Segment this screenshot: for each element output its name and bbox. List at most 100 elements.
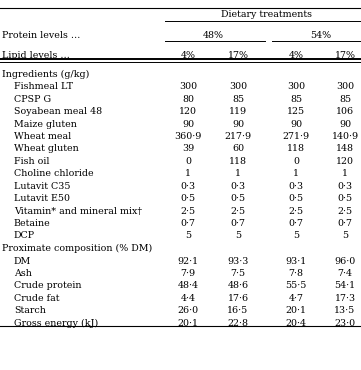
Text: Dietary treatments: Dietary treatments: [221, 10, 312, 19]
Text: 20·1: 20·1: [286, 306, 306, 315]
Text: 0·5: 0·5: [180, 194, 196, 203]
Text: 90: 90: [232, 120, 244, 129]
Text: 90: 90: [182, 120, 194, 129]
Text: 148: 148: [336, 144, 354, 154]
Text: 118: 118: [229, 157, 247, 166]
Text: 5: 5: [185, 231, 191, 240]
Text: 2·5: 2·5: [288, 206, 304, 216]
Text: 92·1: 92·1: [178, 257, 199, 266]
Text: Vitamin* and mineral mix†: Vitamin* and mineral mix†: [14, 206, 142, 216]
Text: 120: 120: [179, 107, 197, 116]
Text: 0·7: 0·7: [338, 219, 352, 228]
Text: 0·7: 0·7: [180, 219, 196, 228]
Text: 0·5: 0·5: [338, 194, 353, 203]
Text: 48%: 48%: [203, 31, 223, 40]
Text: 1: 1: [293, 169, 299, 178]
Text: DM: DM: [14, 257, 31, 266]
Text: 1: 1: [235, 169, 241, 178]
Text: CPSP G: CPSP G: [14, 95, 51, 104]
Text: 7·5: 7·5: [230, 269, 245, 278]
Text: 22·8: 22·8: [227, 319, 248, 328]
Text: Crude fat: Crude fat: [14, 294, 60, 303]
Text: 85: 85: [339, 95, 351, 104]
Text: 20·4: 20·4: [286, 319, 306, 328]
Text: Ingredients (g/kg): Ingredients (g/kg): [2, 70, 90, 79]
Text: 60: 60: [232, 144, 244, 154]
Text: Lutavit C35: Lutavit C35: [14, 182, 70, 191]
Text: 93·1: 93·1: [286, 257, 306, 266]
Text: 48·6: 48·6: [227, 282, 249, 290]
Text: Gross energy (kJ): Gross energy (kJ): [14, 319, 98, 328]
Text: 0·7: 0·7: [288, 219, 304, 228]
Text: 93·3: 93·3: [227, 257, 249, 266]
Text: 13·5: 13·5: [334, 306, 356, 315]
Text: 5: 5: [293, 231, 299, 240]
Text: 360·9: 360·9: [174, 132, 202, 141]
Text: 106: 106: [336, 107, 354, 116]
Text: Ash: Ash: [14, 269, 32, 278]
Text: 90: 90: [339, 120, 351, 129]
Text: Betaine: Betaine: [14, 219, 51, 228]
Text: 4%: 4%: [180, 50, 196, 60]
Text: 54·1: 54·1: [334, 282, 356, 290]
Text: 0: 0: [185, 157, 191, 166]
Text: 16·5: 16·5: [227, 306, 249, 315]
Text: 0·7: 0·7: [231, 219, 245, 228]
Text: Proximate composition (% DM): Proximate composition (% DM): [2, 244, 152, 253]
Text: Protein levels …: Protein levels …: [2, 31, 81, 40]
Text: Lipid levels …: Lipid levels …: [2, 50, 70, 60]
Text: 2·5: 2·5: [180, 206, 196, 216]
Text: 118: 118: [287, 144, 305, 154]
Text: 300: 300: [287, 83, 305, 91]
Text: 120: 120: [336, 157, 354, 166]
Text: 0·5: 0·5: [288, 194, 304, 203]
Text: 1: 1: [342, 169, 348, 178]
Text: 5: 5: [235, 231, 241, 240]
Text: 20·1: 20·1: [178, 319, 199, 328]
Text: 271·9: 271·9: [282, 132, 310, 141]
Text: 85: 85: [232, 95, 244, 104]
Text: 0·3: 0·3: [230, 182, 245, 191]
Text: DCP: DCP: [14, 231, 35, 240]
Text: 2·5: 2·5: [338, 206, 353, 216]
Text: 119: 119: [229, 107, 247, 116]
Text: 300: 300: [336, 83, 354, 91]
Text: 17·6: 17·6: [227, 294, 249, 303]
Text: Crude protein: Crude protein: [14, 282, 82, 290]
Text: 54%: 54%: [310, 31, 331, 40]
Text: Fish oil: Fish oil: [14, 157, 49, 166]
Text: Wheat meal: Wheat meal: [14, 132, 71, 141]
Text: 1: 1: [185, 169, 191, 178]
Text: Starch: Starch: [14, 306, 46, 315]
Text: 217·9: 217·9: [225, 132, 252, 141]
Text: 48·4: 48·4: [178, 282, 199, 290]
Text: 4·7: 4·7: [288, 294, 304, 303]
Text: 300: 300: [229, 83, 247, 91]
Text: 2·5: 2·5: [230, 206, 245, 216]
Text: Maize gluten: Maize gluten: [14, 120, 77, 129]
Text: 39: 39: [182, 144, 194, 154]
Text: 26·0: 26·0: [178, 306, 199, 315]
Text: 0·5: 0·5: [230, 194, 245, 203]
Text: 0: 0: [293, 157, 299, 166]
Text: 17%: 17%: [335, 50, 356, 60]
Text: 0·3: 0·3: [288, 182, 304, 191]
Text: 96·0: 96·0: [334, 257, 356, 266]
Text: 140·9: 140·9: [331, 132, 358, 141]
Text: 0·3: 0·3: [338, 182, 353, 191]
Text: 4%: 4%: [288, 50, 304, 60]
Text: 80: 80: [182, 95, 194, 104]
Text: 90: 90: [290, 120, 302, 129]
Text: 7·9: 7·9: [180, 269, 196, 278]
Text: 17%: 17%: [227, 50, 248, 60]
Text: Soyabean meal 48: Soyabean meal 48: [14, 107, 102, 116]
Text: Wheat gluten: Wheat gluten: [14, 144, 79, 154]
Text: 0·3: 0·3: [180, 182, 196, 191]
Text: 55·5: 55·5: [285, 282, 307, 290]
Text: Fishmeal LT: Fishmeal LT: [14, 83, 73, 91]
Text: 125: 125: [287, 107, 305, 116]
Text: 300: 300: [179, 83, 197, 91]
Text: 7·8: 7·8: [288, 269, 304, 278]
Text: Choline chloride: Choline chloride: [14, 169, 93, 178]
Text: Lutavit E50: Lutavit E50: [14, 194, 70, 203]
